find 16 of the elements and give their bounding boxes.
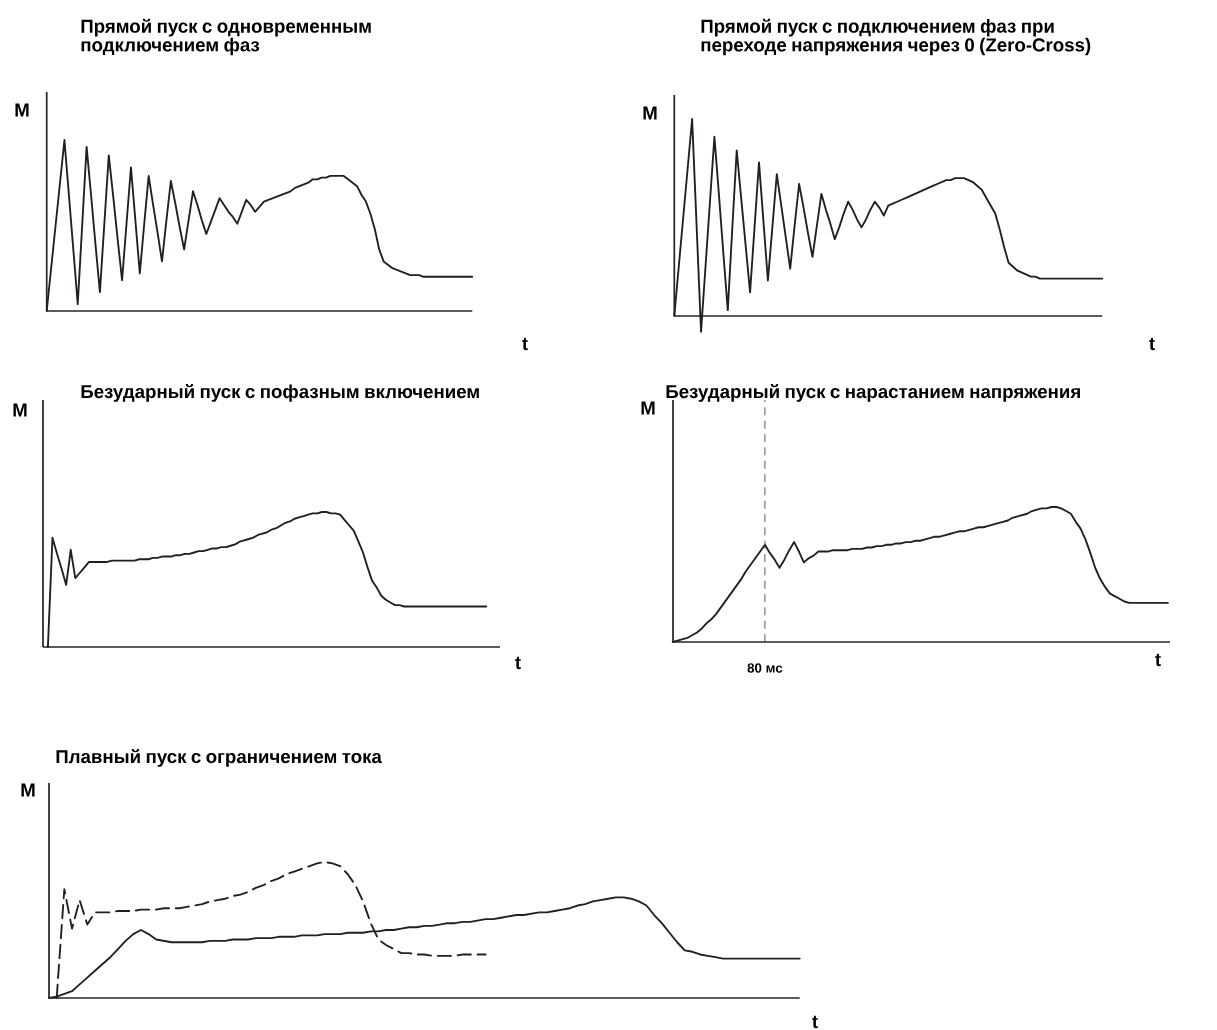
y-axis-title: M <box>643 106 657 120</box>
y-axis-title: M <box>21 783 35 797</box>
x-axis-title: t <box>812 1015 818 1029</box>
chart-title: Прямой пуск с подключением фаз при переходе напряжения через 0 (Zero-Cross) <box>701 18 1091 56</box>
x-axis-title: t <box>522 337 528 351</box>
x-axis-title: t <box>1155 653 1161 667</box>
y-axis-title: M <box>13 403 27 417</box>
y-axis-title: M <box>641 401 655 415</box>
chart-title: Плавный пуск с ограничением тока <box>56 749 382 767</box>
chart-title: Прямой пуск с одновременным подключением фаз <box>81 18 371 56</box>
x-axis-title: t <box>1149 337 1155 351</box>
chart-title: Безударный пуск с нарастанием напряжения <box>666 384 1080 402</box>
y-axis-title: M <box>15 103 29 117</box>
chart-title: Безударный пуск с пофазным включением <box>81 384 479 402</box>
text: 80 мс <box>747 663 783 673</box>
x-axis-title: t <box>515 656 521 670</box>
